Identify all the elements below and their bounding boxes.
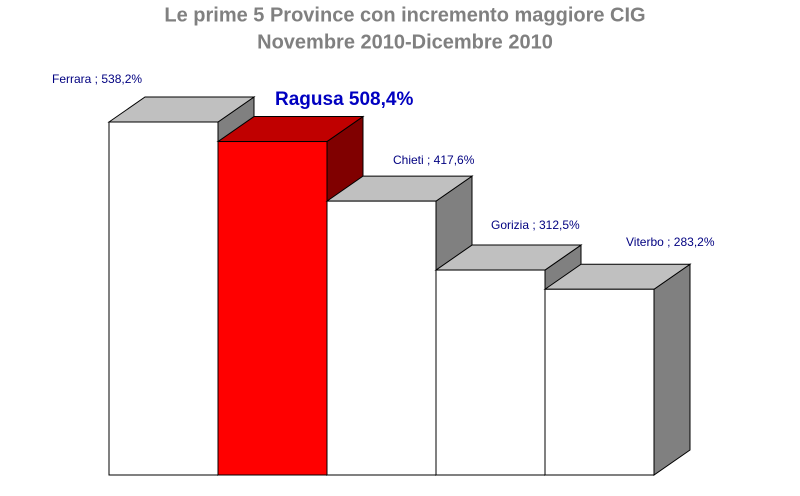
chart-title: Le prime 5 Province con incremento maggi…	[164, 4, 645, 26]
bar	[217, 141, 328, 476]
bar-side	[653, 263, 691, 476]
chart-subtitle: Novembre 2010-Dicembre 2010	[257, 31, 553, 53]
bar	[326, 200, 437, 476]
value-label: Gorizia ; 312,5%	[491, 218, 580, 232]
bar	[435, 269, 546, 476]
value-label: Chieti ; 417,6%	[393, 153, 475, 167]
value-label: Viterbo ; 283,2%	[626, 235, 715, 249]
bar	[108, 121, 219, 476]
bar	[544, 288, 655, 476]
value-label: Ragusa 508,4%	[275, 89, 413, 110]
value-label: Ferrara ; 538,2%	[52, 72, 142, 86]
